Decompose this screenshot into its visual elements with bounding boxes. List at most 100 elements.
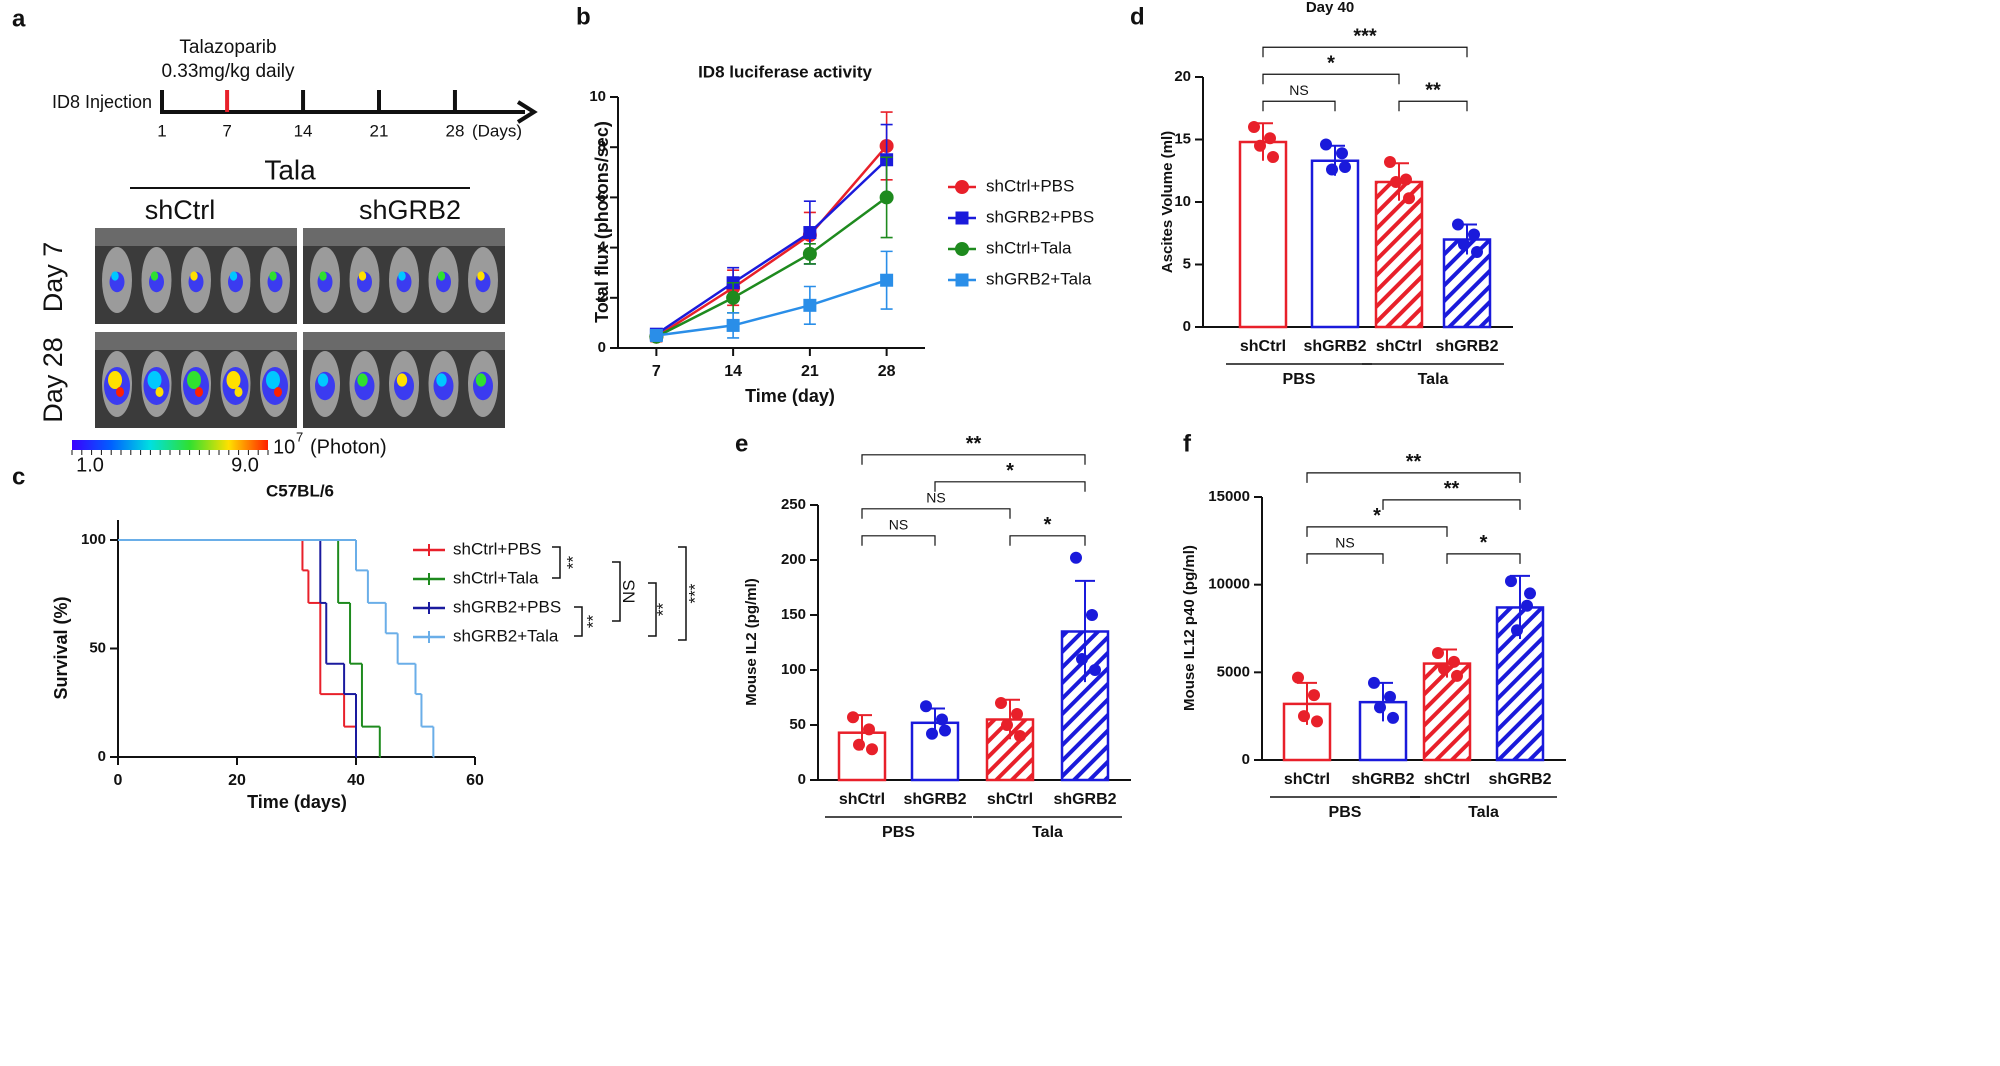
y-tick-label: 2 — [598, 289, 606, 306]
significance-bracket — [678, 546, 687, 641]
colorbar-base: 10 — [273, 436, 295, 458]
significance-bracket — [1262, 46, 1468, 58]
bar — [1310, 159, 1360, 329]
timeline-tick-label: 21 — [370, 121, 389, 140]
signal — [398, 271, 406, 281]
legend-label: shGRB2+PBS — [453, 597, 561, 616]
data-point — [853, 738, 865, 751]
significance-bracket — [1262, 73, 1400, 85]
significance-bracket — [1382, 499, 1521, 510]
y-tick-label: 10000 — [1208, 576, 1250, 593]
significance-label: ** — [653, 603, 672, 617]
signal — [317, 373, 329, 387]
y-tick-label: 0 — [1242, 751, 1250, 768]
column-label: shGRB2 — [359, 195, 461, 225]
legend-label: shCtrl+Tala — [986, 238, 1072, 257]
significance-bracket — [934, 481, 1086, 492]
signal — [475, 373, 487, 387]
data-point — [863, 723, 875, 736]
series-line — [655, 145, 888, 338]
image-tray — [303, 332, 505, 350]
error-bar — [1075, 579, 1095, 683]
data-point — [1339, 161, 1351, 173]
significance-label: ** — [563, 556, 582, 570]
data-point — [1524, 587, 1536, 600]
y-tick-label: 10 — [1174, 193, 1191, 210]
colorbar-exponent: 7 — [296, 429, 303, 444]
significance-bracket — [861, 454, 1086, 465]
y-axis-label: Mouse IL12 p40 (pg/ml) — [1181, 545, 1198, 711]
legend-label: shCtrl+PBS — [986, 176, 1074, 195]
data-point — [1384, 156, 1396, 168]
data-point — [939, 724, 951, 737]
legend-label: shCtrl+PBS — [453, 539, 541, 558]
significance-bracket — [1398, 100, 1468, 112]
series-line — [655, 158, 888, 336]
x-tick-label: shGRB2 — [1435, 338, 1498, 355]
data-point — [1089, 664, 1101, 676]
series-line — [655, 196, 888, 338]
significance-label: ** — [1444, 478, 1460, 500]
column-label: shCtrl — [145, 195, 216, 225]
data-point — [1451, 669, 1463, 682]
significance-label: *** — [685, 583, 704, 603]
marker — [649, 328, 663, 342]
significance-bracket — [1306, 472, 1521, 483]
data-point — [866, 743, 878, 756]
data-point — [1011, 708, 1023, 720]
y-tick-label: 250 — [781, 496, 806, 513]
x-tick-label: shGRB2 — [903, 791, 966, 808]
signal — [477, 271, 485, 281]
significance-label: NS — [619, 580, 638, 604]
signal — [269, 271, 277, 281]
significance-bracket — [574, 606, 583, 637]
signal — [436, 373, 447, 387]
significance-bracket — [1446, 553, 1521, 564]
data-point — [1326, 163, 1338, 176]
significance-label: ** — [1406, 451, 1422, 473]
data-point — [1086, 609, 1098, 621]
timeline-tick-label: 14 — [294, 121, 313, 140]
data-point — [1248, 121, 1260, 133]
data-point — [1511, 624, 1523, 637]
data-point — [1387, 711, 1399, 724]
signal — [150, 271, 159, 281]
row-label: Day 7 — [38, 242, 68, 313]
data-point — [1320, 138, 1332, 151]
significance-label: ** — [583, 615, 602, 629]
signal — [274, 387, 282, 397]
panel-letter: a — [12, 5, 26, 32]
signal — [155, 387, 164, 397]
data-point — [847, 711, 859, 724]
x-tick-label: shGRB2 — [1053, 791, 1116, 808]
y-tick-label: 200 — [781, 551, 806, 568]
x-tick-label: shCtrl — [1240, 338, 1286, 355]
row-label: Day 28 — [38, 337, 68, 423]
significance-label: * — [1006, 460, 1014, 482]
data-point — [1505, 575, 1517, 588]
bar — [1374, 180, 1424, 329]
y-tick-label: 0 — [98, 748, 106, 765]
y-tick-label: 50 — [89, 639, 106, 656]
signal — [358, 271, 367, 281]
timeline-unit: (Days) — [472, 121, 522, 140]
data-point — [1076, 653, 1088, 665]
y-tick-label: 150 — [781, 606, 806, 623]
significance-label: * — [1373, 505, 1381, 527]
data-point — [1438, 662, 1450, 675]
y-tick-label: 0 — [1183, 318, 1191, 335]
x-tick-label: 60 — [466, 772, 484, 789]
data-point — [1458, 238, 1470, 251]
legend-marker — [955, 273, 969, 287]
significance-bracket — [1262, 100, 1336, 112]
y-tick-label: 4 — [598, 239, 607, 256]
legend-label: shGRB2+Tala — [986, 269, 1092, 288]
y-tick-label: 50 — [789, 716, 806, 733]
y-tick-label: 5000 — [1217, 663, 1250, 680]
y-axis-label: Ascites Volume (ml) — [1159, 131, 1176, 273]
data-point — [1403, 192, 1415, 205]
x-tick-label: 7 — [652, 363, 661, 380]
image-tray — [95, 332, 297, 350]
data-point — [1471, 246, 1483, 258]
x-tick-label: shCtrl — [1284, 771, 1330, 788]
